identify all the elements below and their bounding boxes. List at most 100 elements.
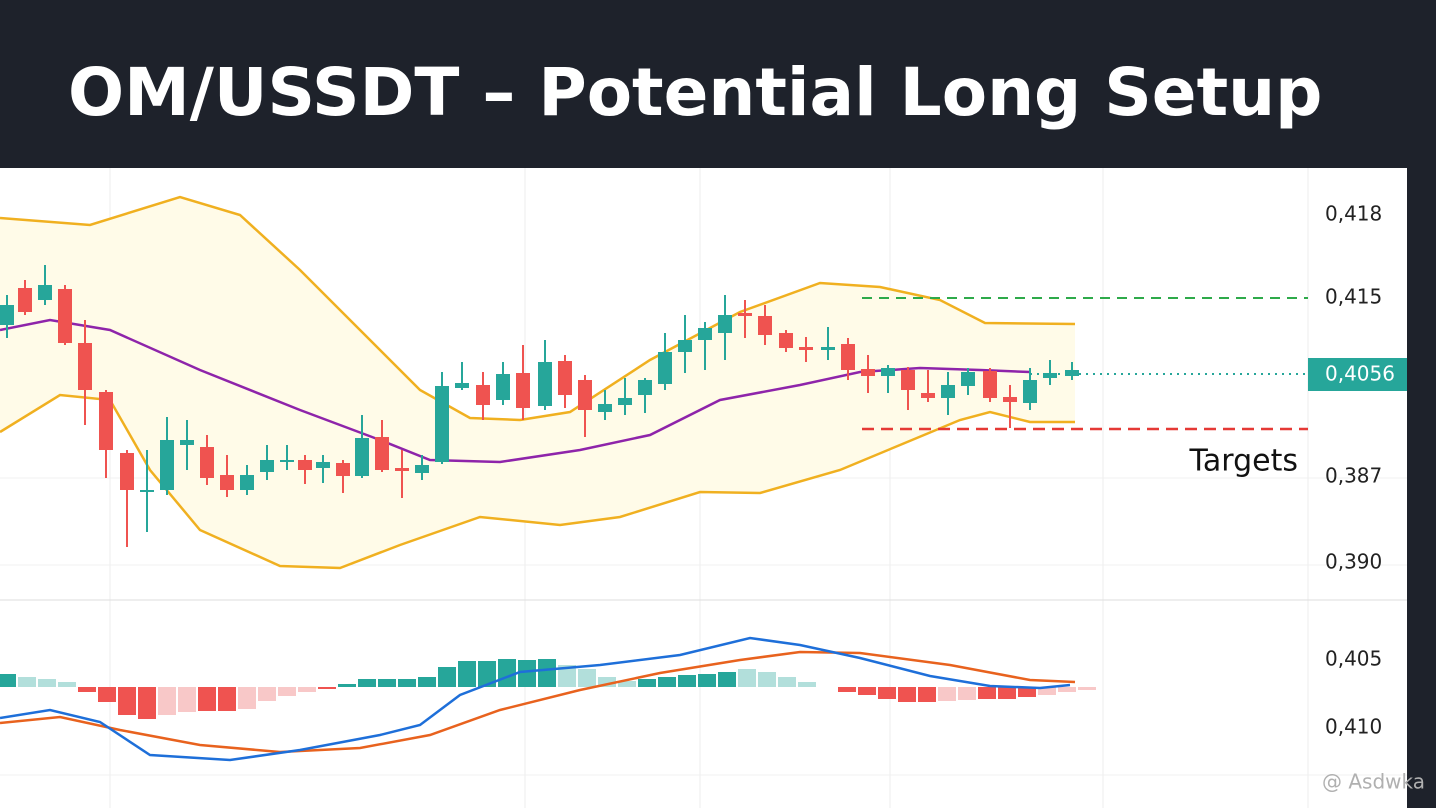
candle-body [861, 369, 875, 376]
macd-bar [418, 677, 436, 687]
candle-body [0, 305, 14, 325]
price-label: 0,387 [1325, 464, 1382, 488]
candle-body [316, 462, 330, 468]
macd-bar [878, 687, 896, 699]
macd-bar [998, 687, 1016, 699]
candle-body [140, 490, 154, 492]
candle-body [38, 285, 52, 300]
candle-body [336, 463, 350, 476]
candle-body [618, 398, 632, 405]
candle-body [901, 370, 915, 390]
macd-bar [378, 679, 396, 687]
macd-bar [578, 669, 596, 687]
upper-band [0, 195, 1076, 422]
candle-body [298, 460, 312, 470]
candle-body [200, 447, 214, 478]
macd-bar [38, 679, 56, 687]
macd-bar [1038, 687, 1056, 695]
macd-bar [18, 677, 36, 687]
price-pane [0, 195, 1308, 570]
macd-bar [958, 687, 976, 700]
candle-body [180, 440, 194, 445]
macd-bar [258, 687, 276, 701]
macd-bar [238, 687, 256, 709]
candle-body [1023, 380, 1037, 403]
macd-bar [138, 687, 156, 719]
macd-bar [1058, 687, 1076, 692]
candle-body [799, 347, 813, 350]
candle-body [921, 393, 935, 398]
macd-bar [338, 684, 356, 687]
macd-bar [198, 687, 216, 711]
candle-body [435, 386, 449, 462]
macd-bar [218, 687, 236, 711]
price-label: 0,410 [1325, 715, 1382, 739]
candle-body [758, 316, 772, 335]
lower-band [0, 393, 1075, 570]
candle-body [658, 352, 672, 384]
candle-body [961, 372, 975, 386]
price-label: 0,405 [1325, 647, 1382, 671]
macd-bar [58, 682, 76, 687]
candle-body [821, 347, 835, 350]
band-fill [0, 197, 1075, 568]
macd-bar [478, 661, 496, 687]
candle-body [260, 460, 274, 472]
candle-body [395, 468, 409, 471]
macd-bar [858, 687, 876, 695]
candle-body [516, 373, 530, 408]
candle-body [881, 368, 895, 376]
candle-body [941, 385, 955, 398]
macd-bar [1018, 687, 1036, 697]
candle-body [496, 374, 510, 400]
last-price-badge [1308, 358, 1407, 391]
macd-bar [498, 659, 516, 687]
macd-bar [178, 687, 196, 712]
macd-bar [158, 687, 176, 715]
candle-body [240, 475, 254, 490]
candle-body [280, 460, 294, 462]
candle-body [779, 333, 793, 348]
macd-bar [318, 687, 336, 689]
header-bar [0, 0, 1436, 168]
macd-bar [0, 674, 16, 687]
macd-bar [678, 675, 696, 687]
candle-body [558, 361, 572, 395]
macd-bar [78, 687, 96, 692]
macd-bar [398, 679, 416, 687]
macd-bar [538, 659, 556, 687]
macd-bar [758, 672, 776, 687]
macd-bar [118, 687, 136, 715]
macd-bar [598, 677, 616, 687]
candle-body [355, 438, 369, 476]
signal-line [0, 650, 1076, 754]
candle-body [1003, 397, 1017, 402]
candle-body [375, 437, 389, 470]
candle-body [841, 344, 855, 370]
macd-bar [778, 677, 796, 687]
candle-body [1043, 373, 1057, 378]
candle-body [718, 315, 732, 333]
macd-bar [278, 687, 296, 696]
macd-bar [718, 672, 736, 687]
candle-body [58, 289, 72, 343]
title: OM/USSDT – Potential Long Setup [68, 54, 1322, 131]
targets-label: Targets [1189, 444, 1298, 479]
price-label: 0,415 [1325, 285, 1382, 309]
macd-bar [518, 660, 536, 687]
candle-body [578, 380, 592, 410]
macd-bar [558, 665, 576, 687]
macd-bar [838, 687, 856, 692]
candle-body [598, 404, 612, 412]
macd-bar [638, 679, 656, 687]
price-label: 0,418 [1325, 202, 1382, 226]
last-price-label: 0,4056 [1325, 362, 1395, 386]
macd-line [0, 636, 1071, 762]
price-label: 0,390 [1325, 550, 1382, 574]
macd-bar [298, 687, 316, 692]
candle-body [99, 392, 113, 450]
candle-body [678, 340, 692, 352]
macd-bar [798, 682, 816, 687]
